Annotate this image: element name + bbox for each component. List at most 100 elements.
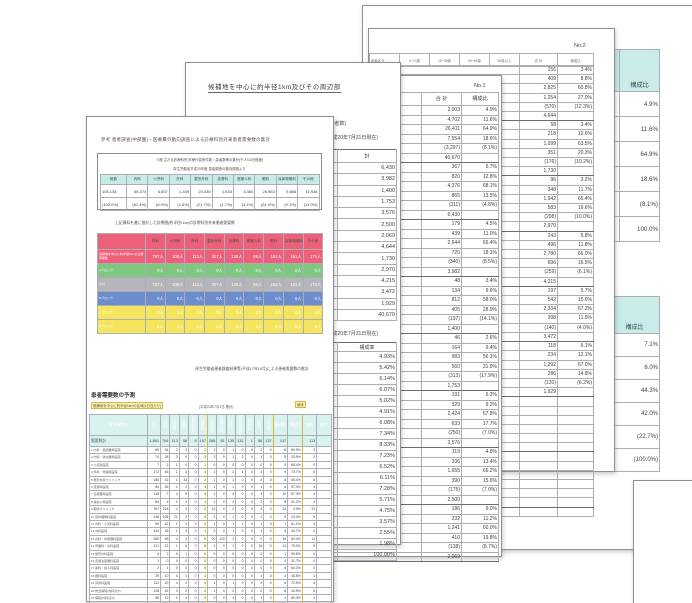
cell: 5	[272, 527, 289, 536]
cell: 13	[206, 505, 218, 514]
cell: 16 皮膚泌尿器科医院	[89, 556, 148, 566]
cell: 110	[216, 534, 227, 544]
cell: 0人	[164, 319, 186, 334]
cell: 3.4%	[557, 120, 594, 131]
table-row: 10 耳鼻咽喉科医院 248 108 21 2 0 3 2 0 1 0 0 1 0 9 23.4% 9	[89, 512, 332, 522]
cell: 1	[169, 460, 180, 470]
cell: 0人	[223, 319, 245, 334]
reference-table-frame: ※圏 主たる診療科別 診療行為別件数・患者数等の集計(千人/10日程度) 厚生労…	[97, 153, 322, 211]
cell: 405	[421, 304, 462, 315]
cell: 1	[197, 527, 208, 536]
cell: 2	[169, 505, 180, 514]
cell: 3.9%	[287, 505, 303, 514]
cell: 0	[253, 549, 265, 559]
cell	[557, 387, 594, 398]
cell: 583	[519, 203, 558, 214]
cell: 0人	[263, 263, 284, 278]
cell: 1	[225, 527, 237, 536]
cell: 0	[244, 594, 255, 603]
cell: 0	[253, 556, 265, 566]
cell: 0	[206, 564, 218, 573]
cell: 865	[421, 190, 462, 201]
cell: 0	[263, 445, 274, 455]
cell: 11	[301, 534, 318, 544]
cell: 0	[244, 512, 255, 522]
cell: 0	[253, 460, 265, 470]
cell: 1	[235, 519, 246, 529]
cell	[461, 152, 499, 163]
cell: (1.3%)	[168, 197, 192, 211]
cell: (3.1%)	[232, 197, 256, 211]
cell: 5	[197, 534, 208, 544]
cell: 0	[169, 549, 180, 559]
cell: 81	[216, 434, 227, 447]
cell: 2,334	[519, 304, 558, 315]
cell: 1	[225, 512, 237, 522]
cell: 4,215	[337, 274, 397, 288]
header-cell: 内科	[125, 174, 149, 185]
cell: 2,069	[337, 229, 397, 243]
cell: 706	[159, 434, 171, 447]
cell: 0	[188, 453, 199, 462]
cell	[316, 549, 332, 559]
cell: 3	[197, 512, 208, 522]
cell: 112	[147, 579, 161, 588]
cell: 9.2%	[461, 399, 499, 410]
cell: (3,297)	[421, 143, 462, 154]
cell	[461, 494, 499, 505]
cell: 2	[159, 460, 171, 470]
cell: 1.98%	[337, 538, 397, 550]
cell: 218	[519, 129, 558, 140]
cell: 2	[178, 519, 190, 529]
cell: 108	[159, 512, 171, 522]
cell: 410	[421, 532, 462, 543]
reference-table: 総数 内科 小児科 外科 整形外科 皮膚科 産婦人科 眼科 耳鼻咽喉科 その他 108,138 66…	[100, 174, 320, 211]
table-row: 13 内科・呼吸器科医院 280 48 4 2 0 5 20 110 1 0 0 2 0 18 82.4% 11	[89, 534, 332, 544]
cell: 0人	[302, 291, 324, 306]
cell: 0	[206, 549, 218, 559]
cell: 12.6%	[557, 129, 594, 140]
header-cell: 構成率	[337, 342, 397, 352]
cell: (8.5%)	[461, 257, 499, 268]
header-cell: 内科	[159, 414, 171, 436]
cell	[557, 442, 594, 453]
cell: 0人	[263, 319, 284, 334]
cell	[316, 519, 332, 529]
cell: 4 外科・胃腸科医院	[89, 468, 148, 477]
cell: 174人	[302, 277, 324, 292]
table-row: 4 外科・胃腸科医院 172 46 1 3 0 4 2 0 2 1 0 3 0 9 73.7% 6	[89, 468, 332, 477]
cell: 0	[188, 497, 199, 507]
cell: 0	[225, 564, 237, 573]
cell: 86	[253, 434, 265, 447]
header-cell: 泌尿器科	[206, 414, 218, 436]
header-cell: 歯科	[253, 414, 265, 436]
header-cell: 皮膚科	[223, 233, 245, 250]
cell	[557, 451, 594, 462]
cell: 0	[216, 490, 227, 499]
table-row: 8 産婦人科医院 84 6 1 2 0 1 1 0 2 0 0 2 0 5 41.2% 3	[89, 497, 332, 507]
cell: 2	[225, 586, 237, 596]
cell: 15 整形外科医院	[89, 549, 148, 559]
cell: (11.0%)	[297, 197, 320, 211]
cell: 137	[272, 434, 289, 447]
cell: 4,702	[421, 114, 462, 125]
cell: 1	[206, 579, 218, 588]
cell: 0	[188, 490, 199, 499]
cell: 6.08%	[337, 417, 397, 429]
cell: 1	[197, 460, 208, 470]
cell: (7.0%)	[461, 485, 499, 496]
cell: 3	[301, 497, 318, 507]
cell: 18.1%	[461, 247, 499, 258]
cell: 2	[225, 505, 237, 514]
cell: 1	[169, 468, 180, 477]
cell: (197)	[421, 314, 462, 325]
cell: 6	[178, 542, 190, 551]
cell: 58.0%	[461, 295, 499, 306]
cell: 7,554	[421, 133, 462, 144]
cell: 6	[159, 497, 171, 507]
table-row: Dブロック 0人 0人 0人 0人 0人 0人 0人 0人 0人	[97, 319, 324, 334]
cell: 0	[235, 594, 246, 603]
cell: (8.1%)	[461, 143, 499, 154]
page2-title: 候補地を中心に約半径1km及びその周辺部	[208, 81, 341, 93]
cell	[557, 506, 594, 517]
